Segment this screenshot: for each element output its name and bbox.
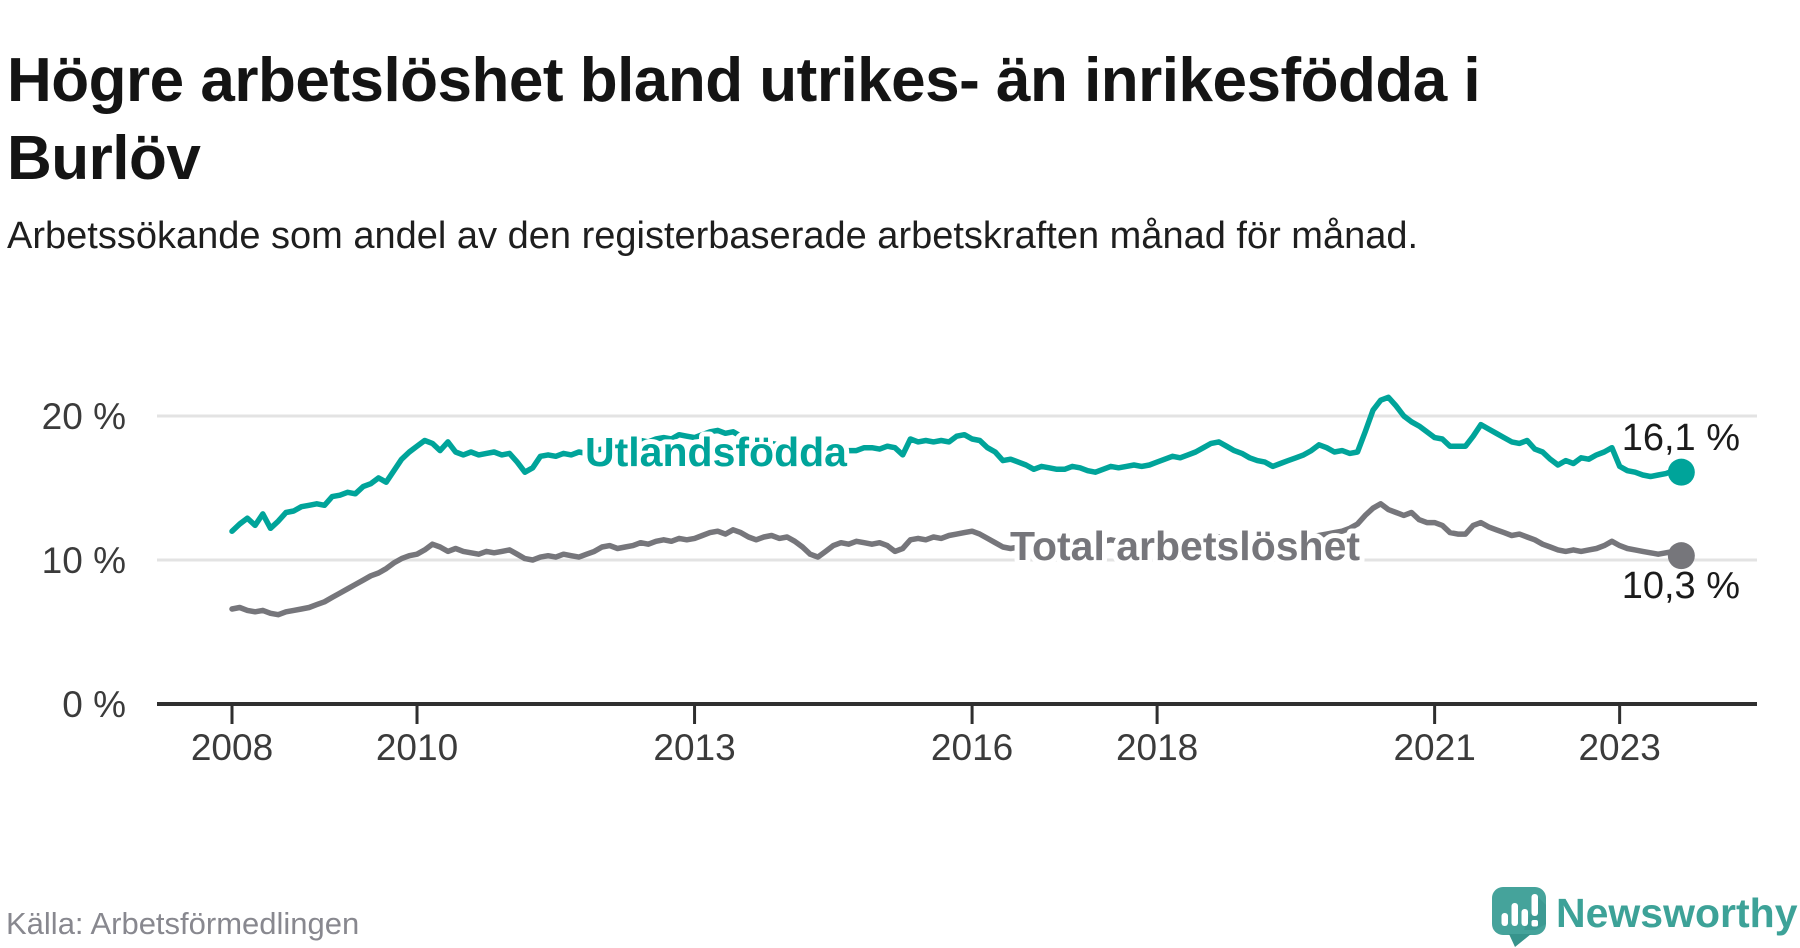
series-line-total [229, 501, 1685, 618]
logo-bar-3 [1521, 909, 1528, 926]
series-label-utlandsfodda: Utlandsfödda [585, 429, 848, 475]
y-axis-label-20: 20 % [42, 396, 126, 437]
x-axis-label-2018: 2018 [1116, 727, 1198, 768]
series-label-total: Total arbetslöshet [1010, 523, 1360, 569]
x-axis-label-2021: 2021 [1393, 727, 1475, 768]
chart-subtitle: Arbetssökande som andel av den registerb… [7, 215, 1419, 257]
chart-title: Högre arbetslöshet bland utrikes- än inr… [7, 45, 1481, 193]
series-line-utlandsfodda [229, 394, 1685, 534]
y-axis-label-10: 10 % [42, 540, 126, 581]
newsworthy-logo-icon [1492, 887, 1546, 947]
x-axis-label-2023: 2023 [1578, 727, 1660, 768]
logo-icon-tail [1509, 934, 1531, 947]
y-axis-label-0: 0 % [62, 684, 126, 725]
newsworthy-wordmark: Newsworthy [1556, 890, 1798, 936]
x-axis-label-2008: 2008 [191, 727, 273, 768]
logo-bar-1 [1501, 913, 1508, 926]
logo-bar-2 [1511, 903, 1518, 926]
logo-exclamation-dot [1531, 920, 1538, 927]
x-axis-label-2010: 2010 [376, 727, 458, 768]
source-note: Källa: Arbetsförmedlingen [6, 906, 360, 941]
x-axis-label-2013: 2013 [653, 727, 735, 768]
end-dot-utlandsfodda [1667, 458, 1695, 486]
newsworthy-logo: Newsworthy [1492, 887, 1798, 947]
x-axis-label-2016: 2016 [931, 727, 1013, 768]
end-value-label-utlandsfodda: 16,1 % [1622, 417, 1740, 459]
end-dot-total [1667, 542, 1695, 570]
logo-exclamation-bar [1531, 894, 1538, 916]
end-value-label-total: 10,3 % [1622, 565, 1740, 607]
